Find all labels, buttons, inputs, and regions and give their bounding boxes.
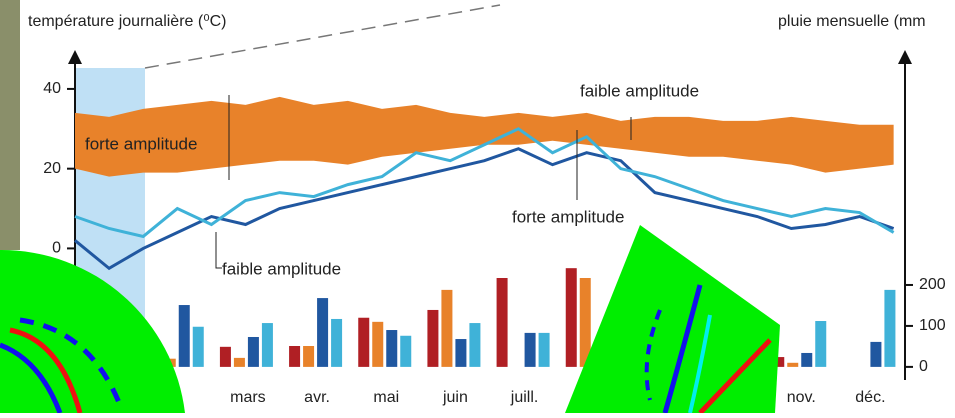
rain-bar — [247, 336, 259, 367]
y-tick-label: 40 — [43, 80, 61, 97]
overlay-line — [662, 284, 703, 414]
rain-bar — [331, 318, 343, 367]
overlay-shape — [0, 249, 185, 413]
dashed-guide — [144, 4, 501, 69]
y-tick-label: 0 — [52, 240, 61, 257]
x-tick-label: juin — [442, 389, 468, 406]
y2-tick-label: 0 — [919, 358, 928, 375]
overlay-shape — [565, 225, 780, 413]
rain-bar — [815, 321, 827, 367]
rain-bar — [372, 321, 384, 367]
overlay-line — [19, 317, 123, 406]
x-tick-label: avr. — [304, 389, 330, 406]
amp-bar — [215, 232, 222, 269]
overlay-line — [0, 342, 63, 414]
temperature-line — [74, 147, 895, 271]
rain-bar — [870, 341, 882, 367]
rain-bar — [884, 289, 896, 367]
overlay-line — [9, 327, 83, 414]
rain-bar — [192, 326, 204, 367]
y2-axis-title: pluie mensuelle (mm — [778, 13, 926, 30]
rain-bar — [427, 309, 439, 367]
rain-bar — [317, 298, 329, 367]
overlay-line — [688, 314, 712, 414]
rain-bar — [289, 346, 301, 367]
x-tick-label: juill. — [510, 389, 539, 406]
rain-bar — [538, 332, 550, 367]
rain-bar — [441, 289, 453, 367]
annotation: faible amplitude — [222, 259, 341, 278]
rain-bar — [565, 268, 577, 367]
y2-tick-label: 200 — [919, 276, 946, 293]
annotation: faible amplitude — [580, 81, 699, 100]
rain-bar — [178, 305, 190, 367]
x-tick-label: déc. — [855, 389, 885, 406]
rain-bar — [219, 346, 231, 367]
rain-bar — [579, 278, 591, 367]
y-arrow — [68, 50, 82, 64]
rain-bar — [386, 330, 398, 367]
y-axis-title: température journalière (⁰C) — [28, 13, 227, 30]
rain-bar — [233, 357, 245, 367]
annotation: forte amplitude — [512, 207, 624, 226]
rain-bar — [787, 362, 799, 367]
x-tick-label: nov. — [787, 389, 816, 406]
rain-bar — [261, 323, 273, 367]
rain-bar — [358, 317, 370, 367]
rain-bar — [801, 352, 813, 367]
y2-arrow — [898, 50, 912, 64]
annotation: forte amplitude — [85, 134, 197, 153]
rain-bar — [524, 332, 536, 367]
y-tick-label: 20 — [43, 160, 61, 177]
rain-bar — [496, 278, 508, 367]
temperature-band — [75, 96, 894, 177]
rain-bar — [773, 357, 785, 367]
y2-tick-label: 100 — [919, 317, 946, 334]
rain-bar — [455, 339, 467, 367]
rain-bar — [469, 323, 481, 367]
x-tick-label: mars — [230, 389, 266, 406]
photo-strip — [0, 0, 20, 250]
overlay-line — [698, 338, 772, 415]
temperature-line — [74, 127, 895, 239]
rain-bar — [400, 335, 412, 367]
x-tick-label: mai — [373, 389, 399, 406]
rain-bar — [303, 346, 315, 367]
